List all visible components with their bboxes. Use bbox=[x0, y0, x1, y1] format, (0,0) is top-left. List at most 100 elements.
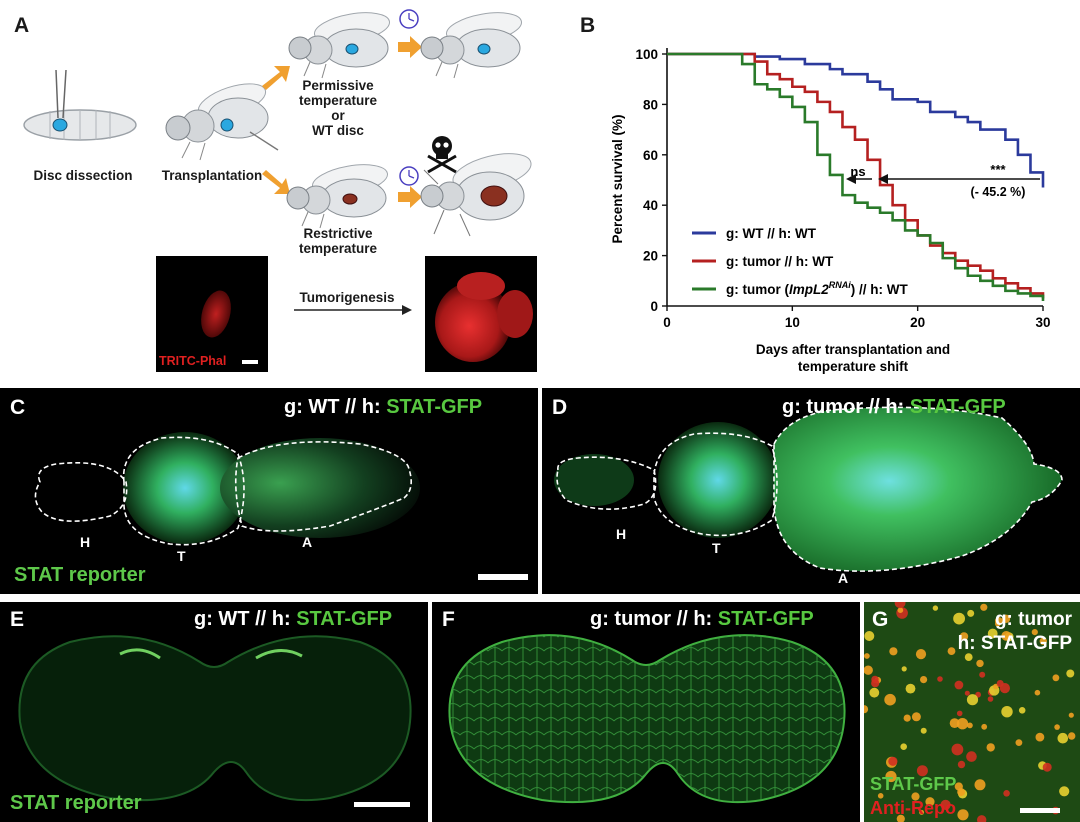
nucleus-dot bbox=[884, 693, 896, 706]
region-abdomen-label: A bbox=[302, 534, 313, 550]
chart-legend: g: WT // h: WT g: tumor // h: WT g: tumo… bbox=[692, 226, 908, 297]
disc-dissection-label: Disc dissection bbox=[33, 168, 133, 183]
panel-c-image: C g: WT // h: STAT-GFP H T A STAT report… bbox=[0, 388, 538, 594]
y-tick-label: 100 bbox=[635, 47, 658, 62]
stain-label: TRITC-Phal bbox=[159, 354, 227, 368]
arrow-right-icon bbox=[398, 186, 422, 208]
nucleus-dot bbox=[864, 665, 873, 675]
region-head-label: H bbox=[80, 534, 91, 550]
scale-bar bbox=[354, 802, 410, 807]
nucleus-dot bbox=[979, 671, 986, 678]
panel-label-c: C bbox=[10, 396, 26, 419]
nucleus-dot bbox=[949, 718, 960, 728]
nucleus-dot bbox=[1001, 706, 1013, 718]
x-tick-label: 30 bbox=[1035, 315, 1050, 330]
nucleus-dot bbox=[920, 727, 927, 734]
panel-g-image: G g: tumor h: STAT-GFP STAT-GFP Anti-Rep… bbox=[864, 602, 1080, 822]
fly-permissive-icon bbox=[288, 12, 391, 79]
scale-bar bbox=[478, 574, 528, 580]
nucleus-dot bbox=[956, 710, 963, 717]
panel-label-f: F bbox=[442, 608, 455, 631]
nucleus-dot bbox=[957, 788, 966, 797]
y-tick-label: 60 bbox=[643, 148, 658, 163]
nucleus-dot bbox=[1054, 724, 1060, 730]
nucleus-dot bbox=[919, 809, 925, 815]
disc-micrograph-small: TRITC-Phal bbox=[156, 256, 268, 372]
larva-icon bbox=[23, 69, 137, 141]
nucleus-dot bbox=[977, 815, 987, 822]
nucleus-dot bbox=[951, 743, 964, 756]
nucleus-dot bbox=[1034, 689, 1041, 696]
nucleus-dot bbox=[871, 675, 879, 684]
scale-bar bbox=[1020, 808, 1060, 813]
series-line-tumor bbox=[667, 52, 1045, 299]
nucleus-dot bbox=[1068, 712, 1074, 718]
nucleus-dot bbox=[966, 694, 979, 706]
nucleus-dot bbox=[932, 605, 939, 611]
series-line-wt bbox=[667, 52, 1045, 188]
panel-e-image: E g: WT // h: STAT-GFP STAT reporter bbox=[0, 602, 428, 822]
stat-gfp-label: STAT-GFP bbox=[870, 774, 957, 794]
nucleus-dot bbox=[869, 687, 880, 698]
arrow-right-icon bbox=[398, 36, 422, 58]
panel-e-title: g: WT // h: STAT-GFP bbox=[194, 608, 393, 630]
nucleus-dot bbox=[905, 683, 916, 694]
panel-label-g: G bbox=[872, 608, 889, 631]
nucleus-dot bbox=[957, 760, 966, 769]
nucleus-dot bbox=[911, 712, 921, 722]
x-axis-label-line2: temperature shift bbox=[798, 359, 909, 374]
region-head-label: H bbox=[616, 526, 627, 542]
nucleus-dot bbox=[1001, 631, 1012, 641]
x-tick-label: 0 bbox=[663, 315, 671, 330]
nucleus-dot bbox=[889, 647, 898, 656]
fly-body-tumor-image bbox=[554, 406, 1063, 572]
nucleus-dot bbox=[947, 647, 956, 655]
nucleus-dot bbox=[964, 690, 970, 696]
nucleus-dot bbox=[976, 659, 984, 668]
fly-dead-tumor-icon bbox=[420, 153, 532, 237]
transplantation-label: Transplantation bbox=[161, 168, 263, 183]
nucleus-dot bbox=[980, 603, 988, 611]
nucleus-dot bbox=[964, 653, 973, 661]
disc-small-image bbox=[201, 290, 258, 364]
skull-crossbones-icon bbox=[427, 136, 457, 174]
nucleus-dot bbox=[986, 743, 995, 752]
nucleus-dot bbox=[1031, 629, 1038, 636]
x-tick-label: 10 bbox=[785, 315, 800, 330]
nucleus-dot bbox=[957, 809, 969, 821]
tumor-large-image bbox=[435, 272, 533, 362]
panel-f-image: F g: tumor // h: STAT-GFP bbox=[432, 602, 860, 822]
nucleus-dot bbox=[911, 792, 920, 801]
nucleus-dot bbox=[954, 680, 964, 690]
fly-restrictive-icon bbox=[286, 164, 389, 229]
panel-a-illustration bbox=[23, 9, 532, 315]
panel-d-image: D g: tumor // h: STAT-GFP H T A bbox=[542, 388, 1080, 594]
x-tick-label: 20 bbox=[910, 315, 925, 330]
nucleus-dot bbox=[987, 628, 998, 639]
glia-image bbox=[864, 602, 1080, 822]
nucleus-dot bbox=[1018, 707, 1026, 714]
nucleus-dot bbox=[900, 743, 907, 750]
panel-c-title: g: WT // h: STAT-GFP bbox=[284, 396, 483, 418]
nucleus-dot bbox=[987, 696, 994, 702]
nucleus-dot bbox=[896, 814, 905, 822]
nucleus-dot bbox=[901, 666, 907, 672]
nucleus-dot bbox=[916, 765, 928, 777]
tumorigenesis-label: Tumorigenesis bbox=[299, 290, 395, 305]
nucleus-dot bbox=[925, 797, 935, 807]
y-tick-label: 80 bbox=[643, 97, 658, 112]
nucleus-dot bbox=[981, 723, 988, 730]
y-tick-label: 40 bbox=[643, 198, 658, 213]
legend-label-tumor: g: tumor // h: WT bbox=[726, 254, 834, 269]
fly-transplant-icon bbox=[165, 83, 279, 161]
panel-d-title: g: tumor // h: STAT-GFP bbox=[782, 396, 1006, 418]
panel-g-title: g: tumor h: STAT-GFP bbox=[957, 609, 1072, 654]
nucleus-dot bbox=[888, 756, 898, 766]
scale-bar bbox=[242, 360, 258, 364]
panel-label-e: E bbox=[10, 608, 25, 631]
nucleus-dot bbox=[995, 621, 1001, 627]
significance-stars: *** bbox=[990, 162, 1006, 177]
nucleus-dot bbox=[956, 718, 969, 730]
nucleus-dot bbox=[1003, 790, 1010, 797]
